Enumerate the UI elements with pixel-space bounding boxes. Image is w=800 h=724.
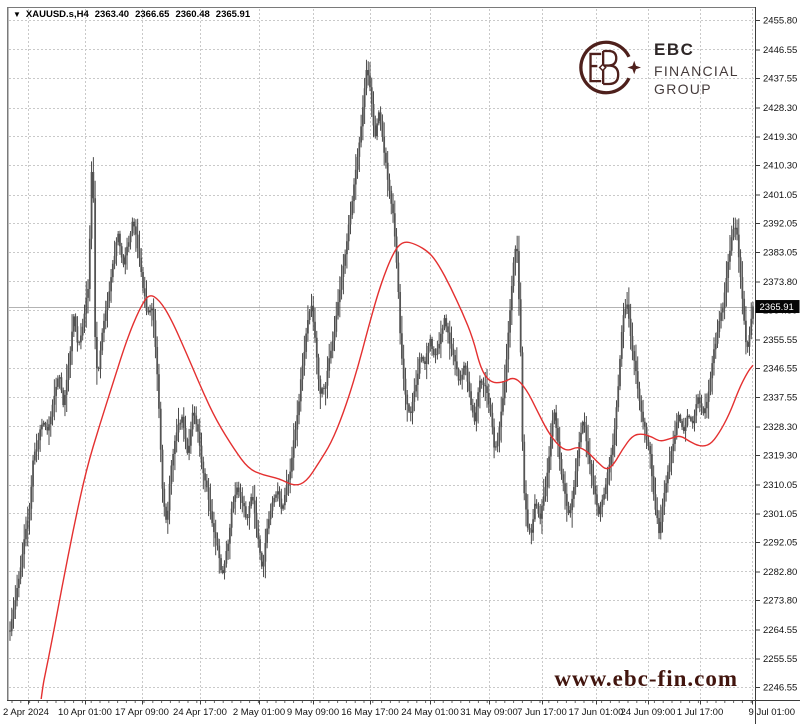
x-axis-label: 9 May 09:00 <box>287 707 339 718</box>
y-axis-label: 2301.05 <box>763 509 797 520</box>
y-axis-label: 2428.30 <box>763 103 797 114</box>
ebc-logo-icon <box>579 40 641 95</box>
x-axis-label: 17 Apr 09:00 <box>115 707 169 718</box>
brand-name-financial: FINANCIAL <box>654 62 739 79</box>
brand-wordmark: EBC FINANCIAL GROUP <box>654 40 739 97</box>
y-axis-label: 2328.30 <box>763 422 797 433</box>
y-axis-label: 2310.05 <box>763 480 797 491</box>
y-axis-label: 2246.55 <box>763 683 797 694</box>
symbol-timeframe-label: XAUUSD.s,H4 <box>25 9 89 20</box>
y-axis-label: 2282.80 <box>763 567 797 578</box>
y-axis-label: 2383.05 <box>763 247 797 258</box>
y-axis-label: 2401.05 <box>763 190 797 201</box>
y-axis-label: 2273.80 <box>763 596 797 607</box>
y-axis-label: 2292.05 <box>763 537 797 548</box>
y-axis-label: 2419.30 <box>763 132 797 143</box>
y-axis-label: 2437.55 <box>763 74 797 85</box>
grid-layer <box>9 9 754 699</box>
x-axis-label: 24 Apr 17:00 <box>173 707 227 718</box>
ohlc-open-value: 2363.40 <box>94 9 130 20</box>
price-axis[interactable]: 2455.80 2446.55 2437.55 2428.30 2419.30 2410.… <box>756 16 797 694</box>
current-price-value: 2365.91 <box>760 302 794 313</box>
ohlc-high-value: 2366.65 <box>135 9 170 20</box>
x-axis-label: 1 Jul 17:00 <box>677 707 723 718</box>
y-axis-label: 2319.30 <box>763 451 797 462</box>
y-axis-label: 2410.30 <box>763 161 797 172</box>
x-axis-label: 24 Jun 09:00 <box>621 707 676 718</box>
website-watermark: www.ebc-fin.com <box>554 666 738 691</box>
one-click-trading-arrow[interactable]: ▼ <box>13 10 21 19</box>
brand-name-group: GROUP <box>654 80 712 97</box>
y-axis-label: 2264.55 <box>763 625 797 636</box>
x-axis-label: 10 Apr 01:00 <box>58 707 112 718</box>
x-axis-label: 7 Jun 17:00 <box>517 707 567 718</box>
ohlc-low-value: 2360.48 <box>175 9 210 20</box>
x-axis-label: 2 Apr 2024 <box>3 707 49 718</box>
x-axis-label: 16 May 17:00 <box>341 707 399 718</box>
time-axis[interactable]: 2 Apr 2024 10 Apr 01:00 17 Apr 09:00 24 Apr… <box>3 701 795 718</box>
y-axis-label: 2455.80 <box>763 16 797 27</box>
x-axis-label: 9 Jul 01:00 <box>749 707 795 718</box>
candles-layer <box>9 59 754 641</box>
y-axis-label: 2355.55 <box>763 335 797 346</box>
y-axis-label: 2337.55 <box>763 392 797 403</box>
x-axis-label: 31 May 09:00 <box>460 707 518 718</box>
x-axis-label: 17 Jun 01:00 <box>569 707 624 718</box>
candle-wicks <box>9 59 754 641</box>
current-price-tag: 2365.91 <box>755 300 800 314</box>
x-axis-label: 24 May 01:00 <box>401 707 459 718</box>
chart-title: ▼ XAUUSD.s,H4 2363.40 2366.65 2360.48 2365.91 <box>13 9 250 20</box>
y-axis-label: 2392.05 <box>763 219 797 230</box>
brand-logo: EBC FINANCIAL GROUP <box>575 38 739 98</box>
y-axis-label: 2346.55 <box>763 364 797 375</box>
brand-name-ebc: EBC <box>654 39 695 59</box>
moving-average-line <box>40 241 754 699</box>
candle-bodies <box>9 70 754 632</box>
ohlc-close-value: 2365.91 <box>215 9 251 20</box>
y-axis-label: 2373.80 <box>763 277 797 288</box>
y-axis-label: 2446.55 <box>763 45 797 56</box>
x-axis-label: 2 May 01:00 <box>233 707 285 718</box>
y-axis-label: 2255.55 <box>763 654 797 665</box>
